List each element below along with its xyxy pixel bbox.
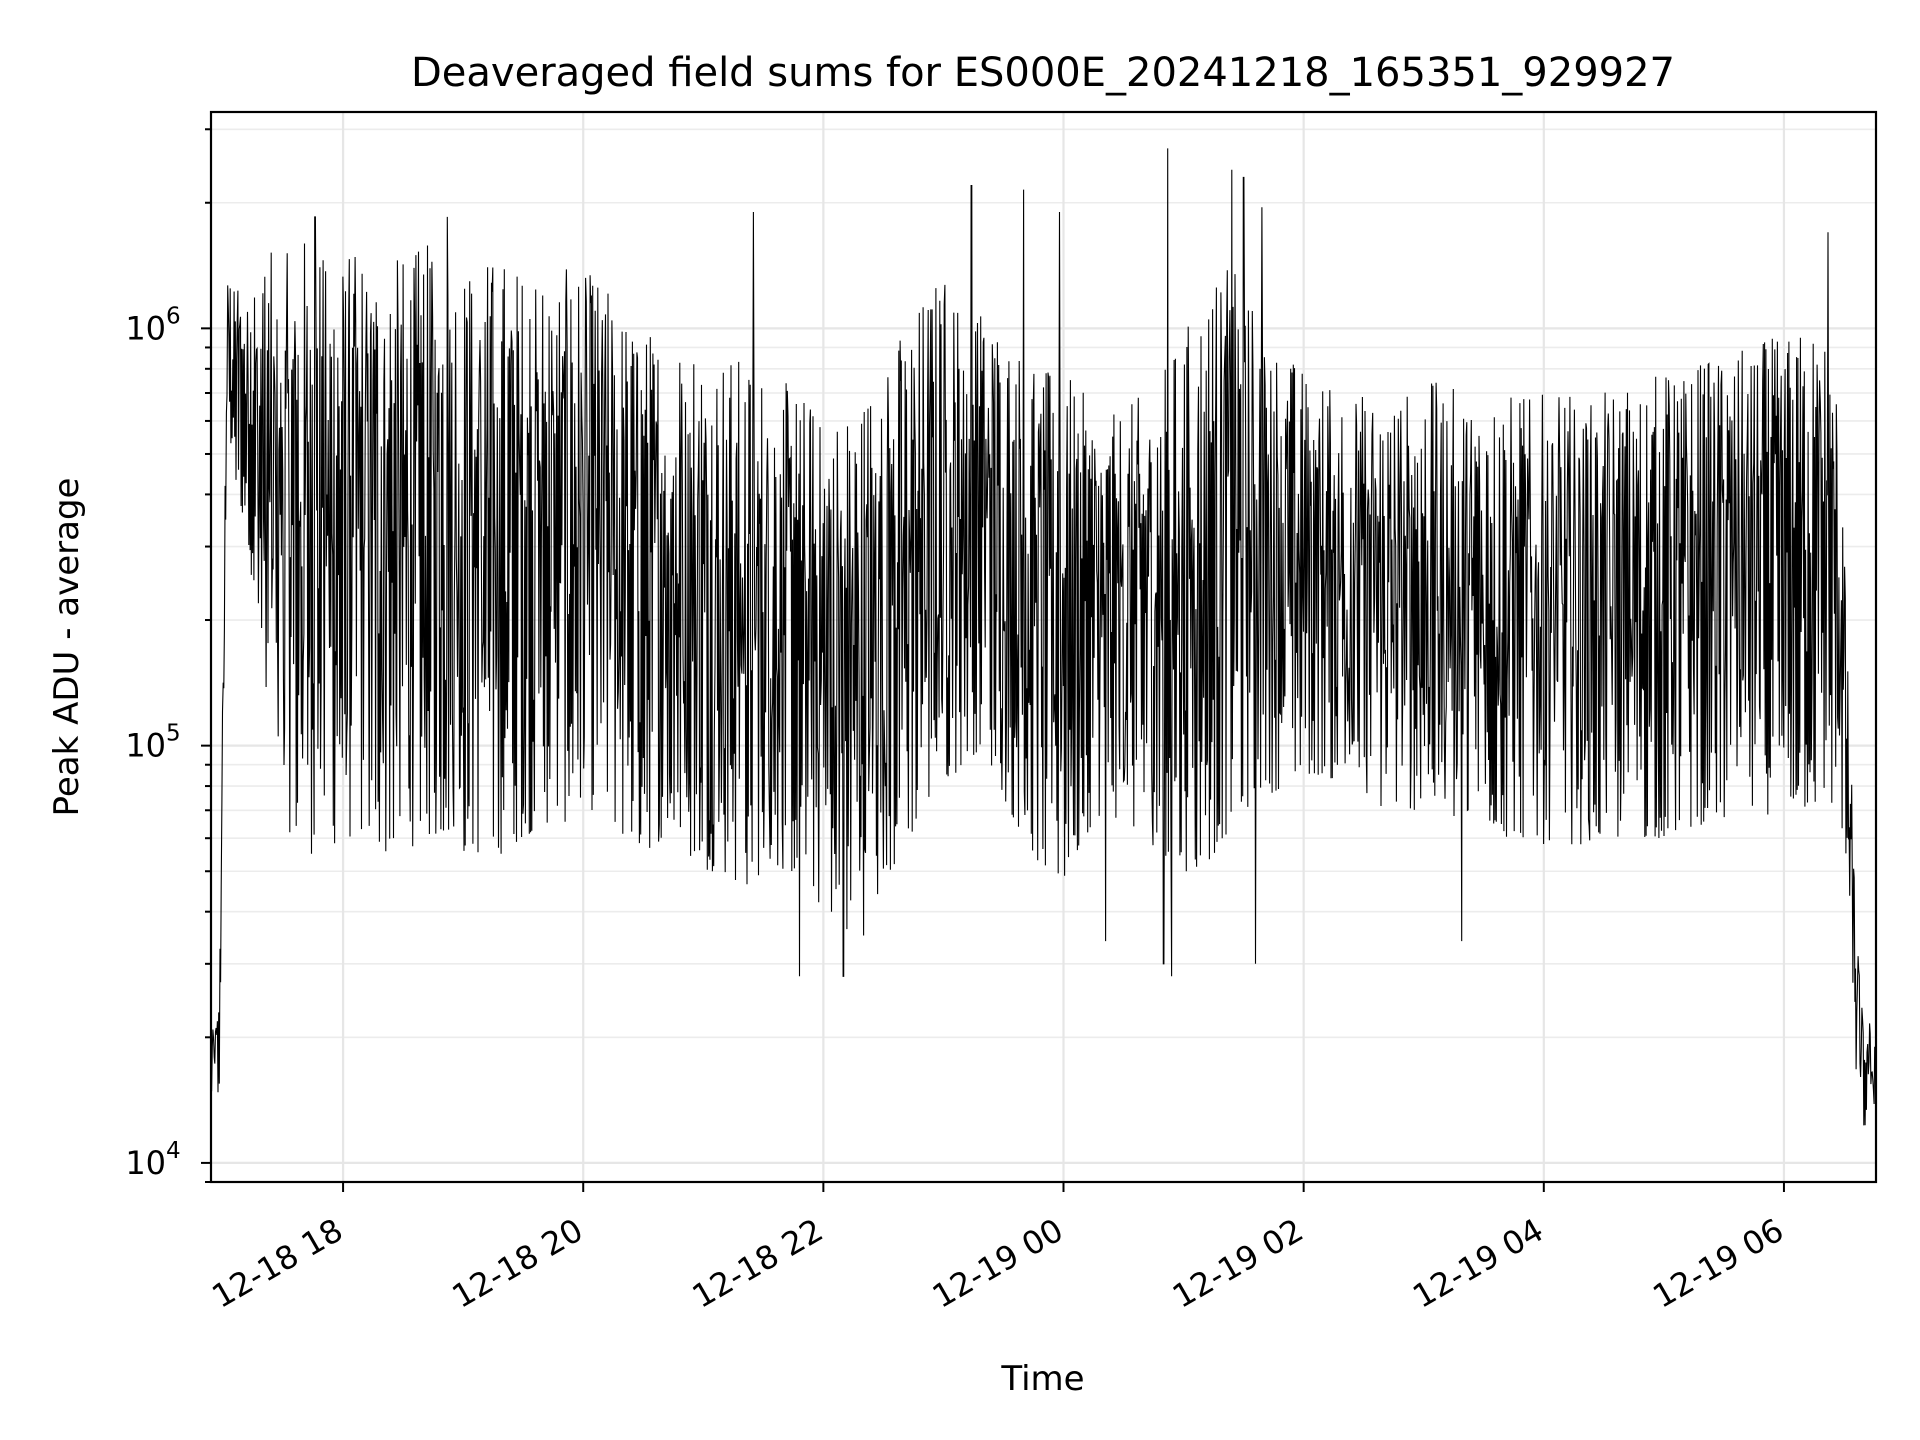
y-axis-title: Peak ADU - average (47, 478, 87, 817)
data-layer (210, 148, 1877, 1126)
y-tick-label: 106 (125, 303, 180, 347)
plot-frame (209, 110, 1878, 1184)
y-tick-label: 105 (125, 721, 180, 765)
chart-title: Deaveraged field sums for ES000E_2024121… (411, 50, 1675, 96)
y-axis: 104 105 106 (125, 128, 211, 1183)
series-line (210, 148, 1877, 1126)
x-axis-title: Time (1000, 1359, 1084, 1399)
y-tick-label: 104 (125, 1138, 180, 1182)
